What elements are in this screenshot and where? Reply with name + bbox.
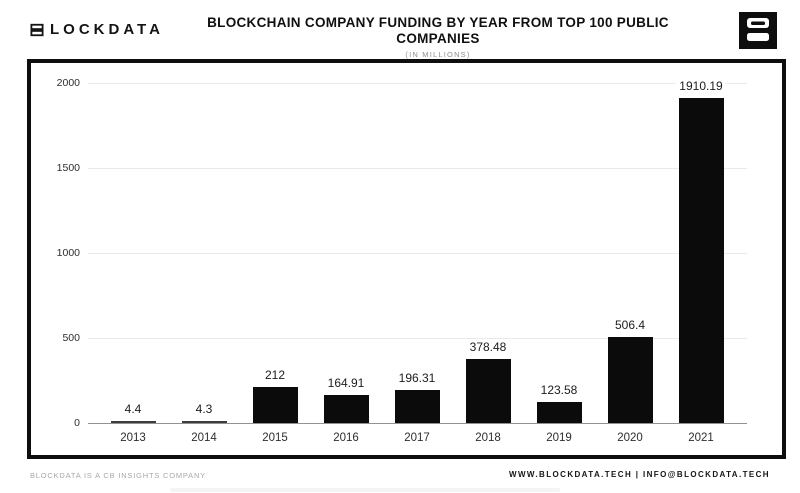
brand-logo: LOCKDATA (30, 21, 164, 38)
bar-value-label: 196.31 (395, 370, 439, 385)
bar-value-label: 1910.19 (676, 79, 726, 94)
page-title: BLOCKCHAIN COMPANY FUNDING BY YEAR FROM … (207, 15, 669, 46)
chart-frame: 2000 1500 1000 500 0 4.4 2013 4.3 2014 212 2015 164… (27, 59, 786, 459)
bar-2019 (536, 401, 582, 423)
bar-value-label: 4.4 (121, 401, 145, 416)
bar-2021 (678, 98, 724, 423)
y-tick-label: 1500 (56, 161, 80, 174)
bottom-edge-artifact (170, 488, 560, 492)
bar-value-label: 164.91 (324, 375, 368, 390)
x-tick-label: 2019 (546, 432, 572, 444)
x-tick-label: 2018 (475, 432, 501, 444)
footer-attribution: BLOCKDATA IS A CB INSIGHTS COMPANY (30, 471, 206, 480)
x-tick-label: 2017 (404, 432, 430, 444)
y-tick-label: 500 (62, 331, 80, 344)
bar-value-label: 123.58 (537, 382, 581, 397)
bar-value-label: 378.48 (466, 339, 510, 354)
x-tick-label: 2020 (617, 432, 643, 444)
y-gridline (88, 168, 747, 169)
bar-2018 (465, 358, 511, 423)
x-tick-label: 2015 (262, 432, 288, 444)
y-tick-label: 0 (74, 416, 80, 429)
bar-value-label: 506.4 (611, 317, 649, 332)
bar-2013 (110, 420, 156, 423)
y-gridline (88, 253, 747, 254)
title-block: BLOCKCHAIN COMPANY FUNDING BY YEAR FROM … (168, 15, 708, 59)
x-tick-label: 2013 (120, 432, 146, 444)
bar-value-label: 212 (261, 367, 289, 382)
block-b-icon (30, 23, 44, 37)
bar-value-label: 4.3 (192, 401, 216, 416)
page-subtitle: (IN MILLIONS) (405, 50, 471, 59)
y-gridline (88, 83, 747, 84)
x-tick-label: 2014 (191, 432, 217, 444)
bar-2017 (394, 389, 440, 423)
brand-text: LOCKDATA (50, 21, 164, 38)
y-gridline (88, 338, 747, 339)
bar-2020 (607, 336, 653, 423)
bar-2015 (252, 386, 298, 423)
x-tick-label: 2021 (688, 432, 714, 444)
blockdata-logo-icon (739, 12, 777, 49)
x-tick-label: 2016 (333, 432, 359, 444)
y-tick-label: 1000 (56, 246, 80, 259)
bar-chart-plot-area: 2000 1500 1000 500 0 4.4 2013 4.3 2014 212 2015 164… (31, 63, 782, 455)
x-axis-line (88, 423, 747, 424)
bar-2016 (323, 394, 369, 423)
header: LOCKDATA BLOCKCHAIN COMPANY FUNDING BY Y… (0, 0, 800, 59)
footer-contact: WWW.BLOCKDATA.TECH | INFO@BLOCKDATA.TECH (509, 470, 770, 479)
bar-2014 (181, 420, 227, 423)
y-tick-label: 2000 (56, 76, 80, 89)
